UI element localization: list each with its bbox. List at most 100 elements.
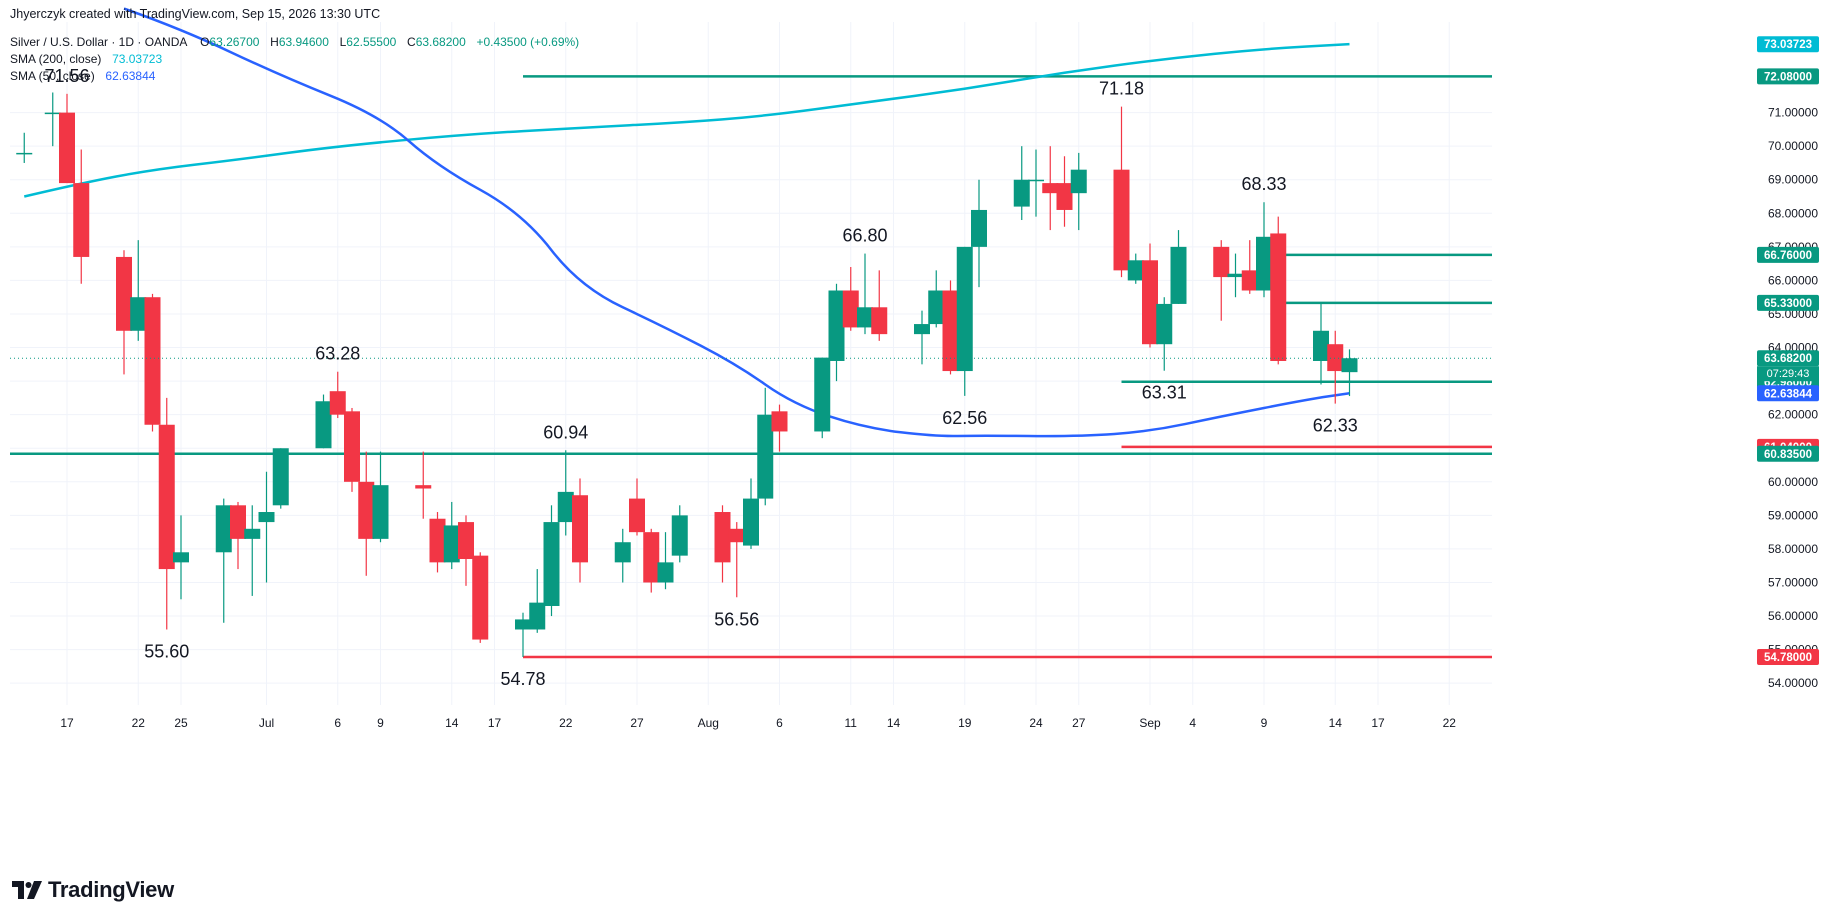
candle-down[interactable] [329,371,346,419]
candle-body [329,391,346,415]
symbol-legend[interactable]: Silver / U.S. Dollar · 1D · OANDA O63.26… [10,35,579,49]
time-tick-label: Jul [259,716,274,730]
candle-down[interactable] [230,501,246,570]
candle-down[interactable] [458,515,474,586]
candle-up[interactable] [657,532,674,590]
candle-up[interactable] [1028,149,1044,217]
candle-down[interactable] [73,149,90,284]
candle-up[interactable] [828,283,845,382]
candle-up[interactable] [857,253,873,335]
candle-body [73,183,90,257]
candle-down[interactable] [728,522,745,598]
price-annotation: 63.31 [1142,383,1187,403]
candle-up[interactable] [814,357,831,439]
candle-body [16,152,33,155]
candle-up[interactable] [258,471,275,583]
candle-down[interactable] [643,528,660,593]
candle-down[interactable] [59,93,75,184]
candle-up[interactable] [671,505,688,563]
time-axis[interactable]: 17 22 25 Jul 6 9 14 17 22 27 Aug 6 11 14 19 24 27 Sep 4 9 14… [60,716,1456,730]
candle-down[interactable] [158,397,175,630]
candle-body [614,542,631,563]
candle-down[interactable] [1142,243,1158,348]
candle-up[interactable] [215,498,232,623]
candle-body [1113,169,1130,271]
candle-up[interactable] [44,92,61,147]
candle-up[interactable] [529,569,546,633]
candle-down[interactable] [842,267,859,331]
candle-up[interactable] [1170,230,1187,304]
candle-up[interactable] [130,240,147,341]
candlesticks[interactable] [10,92,1492,658]
candle-body [857,307,873,328]
candle-up[interactable] [614,528,631,583]
candle-up[interactable] [16,132,33,163]
candle-up[interactable] [1156,297,1173,371]
candle-up[interactable] [928,270,945,328]
high-label: H [270,35,279,49]
candle-down[interactable] [144,293,161,432]
candle-down[interactable] [942,280,959,375]
candle-body [814,357,831,432]
time-tick-label: 9 [1261,716,1268,730]
candle-body [1227,273,1244,278]
candle-down[interactable] [429,512,446,573]
candle-up[interactable] [1341,349,1358,397]
candle-up[interactable] [1227,253,1244,298]
price-tag: 63.68200 07:29:43 [1757,350,1819,382]
candle-down[interactable] [1042,146,1059,231]
price-annotation: 60.94 [543,422,588,442]
candle-down[interactable] [871,270,888,341]
candle-down[interactable] [358,451,375,576]
tag-text: 72.08000 [1764,71,1812,83]
candle-up[interactable] [743,478,759,549]
candle-down[interactable] [771,404,788,452]
candle-up[interactable] [244,505,261,596]
candle-up[interactable] [515,612,531,658]
candle-body [429,518,446,563]
candle-up[interactable] [443,501,460,570]
candle-body [1241,270,1258,291]
candle-down[interactable] [344,407,360,492]
candle-up[interactable] [272,448,289,509]
tag-box [1757,294,1819,311]
candle-up[interactable] [557,450,574,536]
candle-body [1156,303,1173,345]
candle-body [130,297,147,331]
time-tick-label: 17 [60,716,74,730]
tradingview-logo[interactable]: TradingView [12,877,174,903]
price-tick-label: 71.00000 [1768,106,1818,120]
price-tick-label: 60.00000 [1768,475,1818,489]
candle-up[interactable] [1313,303,1329,385]
candle-down[interactable] [1327,330,1344,404]
candle-down[interactable] [116,250,132,375]
sma200-legend[interactable]: SMA (200, close) 73.03723 [10,52,162,66]
candle-down[interactable] [1213,240,1230,321]
candle-down[interactable] [714,505,731,583]
candle-down[interactable] [1113,106,1130,278]
candle-up[interactable] [757,387,774,506]
candle-up[interactable] [1070,152,1087,231]
candle-up[interactable] [1256,202,1272,298]
candle-up[interactable] [315,394,332,449]
candle-up[interactable] [1013,146,1030,221]
candle-down[interactable] [415,451,432,519]
candle-up[interactable] [173,515,189,600]
candle-up[interactable] [1127,253,1144,284]
sma50-legend[interactable]: SMA (50, close) 62.63844 [10,69,155,83]
candle-down[interactable] [1241,240,1258,294]
candle-up[interactable] [372,451,389,543]
candle-down[interactable] [1056,156,1073,227]
candle-down[interactable] [572,478,588,583]
candle-up[interactable] [956,246,973,396]
candle-up[interactable] [971,179,987,288]
candle-up[interactable] [543,505,560,617]
candle-up[interactable] [914,310,930,365]
candle-down[interactable] [1270,216,1287,365]
candle-down[interactable] [472,552,489,643]
price-annotation: 62.56 [942,408,987,428]
candle-down[interactable] [629,478,645,536]
candle-body [1056,183,1073,210]
level-price-tag: 60.83500 [1757,445,1819,462]
